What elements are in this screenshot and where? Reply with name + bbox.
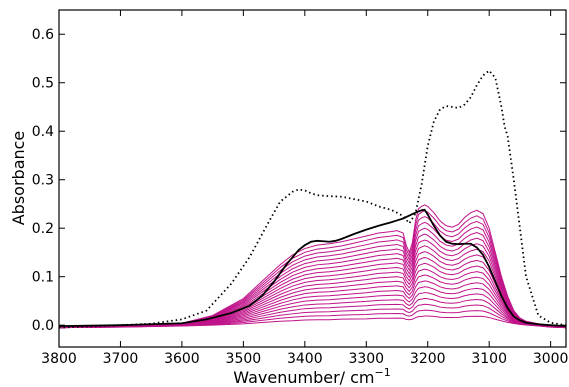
plot-frame (58, 9, 567, 348)
x-tick-label: 3500 (226, 351, 262, 367)
x-tick-label: 3100 (471, 351, 507, 367)
y-tick-label: 0.5 (32, 76, 54, 92)
x-tick-label: 3600 (164, 351, 200, 367)
spectrum-series-line (58, 233, 567, 329)
spectrum-series-line (58, 262, 567, 329)
spectrum-series-line (58, 216, 567, 329)
y-tick-label: 0.1 (32, 270, 54, 286)
x-tick-label: 3800 (41, 351, 77, 367)
x-axis-label: Wavenumber/ cm−1 (233, 366, 390, 387)
x-tick-label: 3400 (287, 351, 323, 367)
spectrum-series-line (58, 309, 567, 329)
x-tick-label: 3700 (103, 351, 139, 367)
spectrum-series-line (58, 274, 567, 329)
y-tick-label: 0.4 (32, 124, 54, 140)
spectrum-series-line (58, 286, 567, 329)
y-tick-label: 0.2 (32, 221, 54, 237)
series-layer (58, 69, 567, 329)
ticks-layer: 3800 3700 3600 3500 3400 3300 3200 3100 3000 0.0 0… (32, 10, 569, 367)
spectrum-series-line (58, 245, 567, 329)
spectrum-series-line (58, 303, 567, 329)
y-tick-label: 0.3 (32, 173, 54, 189)
dotted-reference-line (58, 69, 567, 329)
spectrum-series-line (58, 268, 567, 329)
spectrum-series-line (58, 221, 567, 329)
spectrum-series-line (58, 210, 567, 329)
spectrum-series-line (58, 227, 567, 329)
y-tick-label: 0.6 (32, 27, 54, 43)
x-tick-label: 3300 (348, 351, 384, 367)
x-axis-label-superscript: −1 (375, 366, 391, 379)
y-axis-label: Absorbance (9, 131, 28, 226)
solid-reference-line (58, 208, 567, 328)
x-tick-label: 3000 (533, 351, 569, 367)
y-tick-label: 0.0 (32, 318, 54, 334)
spectrum-series-line (58, 239, 567, 329)
spectrum-series-line (58, 280, 567, 329)
x-tick-label: 3200 (410, 351, 446, 367)
spectrum-series-line (58, 315, 567, 329)
spectrum-series-line (58, 297, 567, 329)
spectrum-series-line (58, 292, 567, 329)
x-axis-label-text: Wavenumber/ cm (233, 368, 374, 387)
